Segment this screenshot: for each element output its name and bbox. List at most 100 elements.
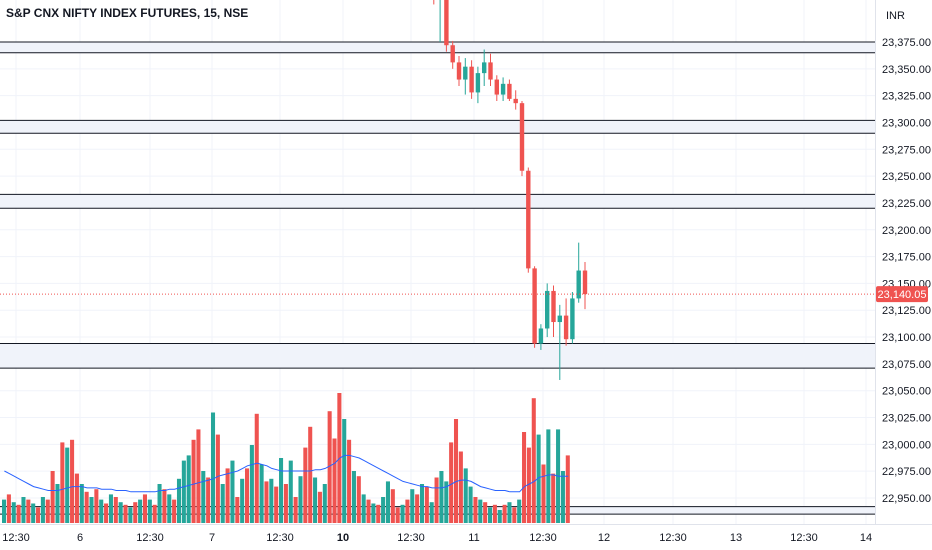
volume-bar [308,426,313,523]
volume-bar [526,447,531,523]
candle-body [494,79,499,95]
last-price-badge-bg [876,286,928,303]
volume-bar [89,497,94,523]
price-tick-label: 23,125.00 [882,305,931,317]
volume-bar [36,507,41,523]
price-tick-label: 23,375.00 [882,37,931,49]
price-tick-label: 23,050.00 [882,386,931,398]
volume-bar [60,442,65,523]
candle-body [519,103,525,171]
time-tick-label: 7 [209,532,215,544]
volume-bar [206,477,211,523]
volume-bar [560,471,565,523]
price-tick-label: 23,100.00 [882,332,931,344]
volume-ma-line [4,454,569,493]
candle-body [576,270,581,299]
volume-bar [385,481,390,523]
price-tick-label: 23,175.00 [882,252,931,264]
volume-bar [313,477,318,523]
volume-bar [361,494,366,523]
volume-bar [74,473,79,523]
volume-bar [274,486,279,523]
time-tick-label: 12:30 [790,532,818,544]
volume-bar [147,499,152,523]
volume-bar [444,481,449,523]
volume-bar [463,468,468,523]
volume-bar [176,478,182,523]
volume-bar [2,499,7,523]
volume-bar [434,477,439,523]
volume-bar [424,486,429,523]
time-tick-label: 12 [598,532,610,544]
last-price-label: 23,140.05 [878,289,927,301]
volume-bar [453,419,459,523]
volume-bar [322,484,327,523]
volume-bar [473,497,478,523]
volume-bar [342,419,347,523]
price-tick-label: 23,300.00 [882,117,931,129]
candle-body [532,268,537,344]
volume-bar [497,510,502,523]
volume-bar [502,504,507,523]
volume-bar [395,507,400,523]
candle-body [582,270,588,295]
volume-bar [356,476,361,523]
price-tick-label: 23,350.00 [882,64,931,76]
volume-bar [31,503,36,523]
volume-bar [79,484,84,523]
volume-bar [522,432,527,523]
volume-bar [405,499,410,523]
volume-bar [410,489,415,523]
candle-body [570,298,575,340]
volume-bar [191,439,196,523]
volume-bar [162,489,167,523]
volume-bar [138,499,143,523]
candle-body [538,328,544,344]
volume-bar [26,499,31,523]
candle-body [463,66,468,80]
volume-bar [347,439,352,523]
time-tick-label: 6 [77,532,83,544]
volume-bar [332,438,337,523]
volume-bar [351,471,356,523]
volume-bar [293,497,298,523]
volume-bar [551,473,556,523]
volume-bar [449,442,454,523]
volume-bar [478,499,483,523]
volume-bar [215,434,220,523]
volume-bar [371,503,376,523]
volume-bar [541,464,546,523]
chart-title: S&P CNX NIFTY INDEX FUTURES, 15, NSE [6,6,249,20]
volume-bar [50,471,55,523]
price-tick-label: 23,275.00 [882,144,931,156]
candles [433,0,588,380]
candle-body [500,83,506,95]
candle-body [444,0,449,46]
volume-bar [565,455,570,523]
volume-bar [11,502,16,523]
volume-bar [366,499,371,523]
price-axis[interactable]: 23,375.00 23,350.00 23,325.00 23,300.00 23,2… [882,37,931,505]
time-axis[interactable]: 12:30 6 12:30 7 12:30 10 12:30 11 12:30 12 12:30 13… [2,532,872,544]
volume-bar [298,476,303,523]
volume-bar [45,499,50,523]
zone-fill [0,194,875,209]
volume-bar [327,411,332,523]
currency-label[interactable]: INR [886,10,905,22]
candle-body [513,98,518,104]
volume-bar [254,413,259,523]
volume-bar [245,468,250,523]
volume-bar [108,494,113,523]
price-tick-label: 23,325.00 [882,91,931,103]
volume-bar [415,494,420,523]
volume-bar [279,458,284,523]
time-tick-label: 10 [337,532,349,544]
time-tick-label: 13 [730,532,742,544]
price-tick-label: 23,000.00 [882,439,931,451]
volume-bar [16,504,21,523]
price-tick-label: 23,200.00 [882,225,931,237]
time-tick-label: 12:30 [2,532,30,544]
horizontal-zones [0,41,875,515]
volume-bars [2,393,570,523]
